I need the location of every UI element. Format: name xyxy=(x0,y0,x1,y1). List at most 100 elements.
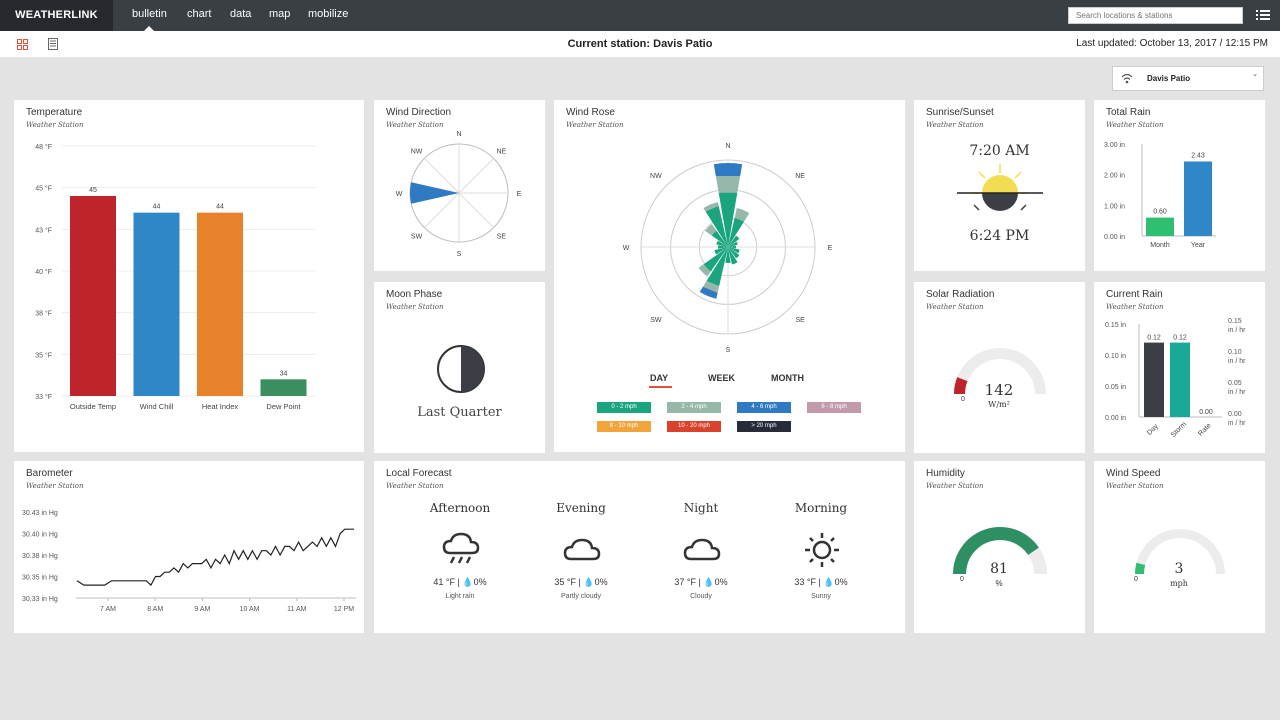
y-tick-label: 40 °F xyxy=(35,268,52,276)
rose-petal xyxy=(714,247,728,255)
cloud-icon xyxy=(563,538,601,561)
bar-value-label: 0.12 xyxy=(1147,335,1161,342)
search-input[interactable] xyxy=(1068,7,1243,24)
list-menu-icon[interactable] xyxy=(1256,9,1270,21)
bar-value-label: 45 xyxy=(89,187,97,194)
bar xyxy=(1170,342,1190,417)
forecast-period: Morning xyxy=(794,501,848,515)
forecast-evening: Evening 35 °F | 💧0% Partly cloudy xyxy=(526,501,636,600)
wind-speed-card: Wind Speed Weather Station 3 mph 0 xyxy=(1094,461,1265,633)
tab-month[interactable]: MONTH xyxy=(771,373,804,383)
bar-value-label: 34 xyxy=(280,370,288,377)
rose-petal xyxy=(711,230,728,247)
temperature-card: Temperature Weather Station 48 °F 45 °F 43… xyxy=(14,100,364,452)
x-tick-label: 7 AM xyxy=(100,606,116,613)
y-tick-label: 0.00 in xyxy=(1104,234,1125,241)
card-subtitle: Weather Station xyxy=(26,482,84,490)
x-category-label: Dew Point xyxy=(266,402,301,411)
card-subtitle: Weather Station xyxy=(386,303,444,311)
station-dropdown-label: Davis Patio xyxy=(1147,74,1191,83)
y2-unit-label: in / hr xyxy=(1228,327,1246,334)
nav-link-bulletin[interactable]: bulletin xyxy=(132,0,167,31)
compass-spoke xyxy=(458,157,495,194)
nav-link-data[interactable]: data xyxy=(230,8,252,20)
wind-speed-unit: mph xyxy=(1170,579,1188,588)
raindrop-icon: 💧 xyxy=(462,577,474,587)
forecast-night: Night 37 °F | 💧0% Cloudy xyxy=(646,501,756,600)
rose-petal xyxy=(702,280,720,293)
rose-petal xyxy=(728,241,738,247)
rose-petal xyxy=(728,247,738,265)
x-category-label: Year xyxy=(1191,242,1206,249)
rose-petal xyxy=(705,224,717,236)
legend-item: 0 - 2 mph xyxy=(597,402,651,413)
card-subtitle: Weather Station xyxy=(386,482,444,490)
forecast-precip: 0% xyxy=(473,577,487,587)
nav-link-map[interactable]: map xyxy=(269,8,291,20)
forecast-precip: 0% xyxy=(594,577,608,587)
sunrise-sunset-card: Sunrise/Sunset Weather Station 7:20 AM 6… xyxy=(914,100,1085,271)
wind-direction-card: Wind Direction Weather Station N NE E SE S SW… xyxy=(374,100,545,271)
total-rain-card: Total Rain Weather Station 3.00 in 2.00 i… xyxy=(1094,100,1265,271)
nav-link-chart[interactable]: chart xyxy=(187,8,212,20)
x-category-label: Storm xyxy=(1170,421,1188,439)
tab-day[interactable]: DAY xyxy=(650,373,669,383)
bar xyxy=(197,212,243,396)
brand-logo[interactable]: WEATHERLINK xyxy=(0,0,113,31)
sunrise-time: 7:20 AM xyxy=(969,143,1030,159)
forecast-condition: Partly cloudy xyxy=(560,593,602,600)
rose-petal xyxy=(728,217,745,247)
pressure-line xyxy=(76,528,354,587)
wind-rose-chart: N NE E SE S SW W NW xyxy=(623,143,833,354)
rose-petal xyxy=(728,247,740,254)
card-title: Wind Rose xyxy=(566,107,615,118)
nav-link-mobilize[interactable]: mobilize xyxy=(308,8,349,20)
rose-petal xyxy=(728,247,740,259)
gauge-track xyxy=(1135,529,1225,574)
rose-direction-label: NW xyxy=(650,173,662,180)
document-view-icon[interactable] xyxy=(48,38,58,50)
bar xyxy=(1184,161,1212,236)
card-title: Moon Phase xyxy=(386,289,443,300)
card-subtitle: Weather Station xyxy=(566,121,624,129)
card-subtitle: Weather Station xyxy=(1106,303,1164,311)
card-subtitle: Weather Station xyxy=(1106,482,1164,490)
x-category-label: Heat Index xyxy=(202,402,239,411)
wind-rose-card: Wind Rose Weather Station N NE E SE S SW W NW D… xyxy=(554,100,905,452)
solar-unit: W/m² xyxy=(988,400,1010,409)
humidity-unit: % xyxy=(995,579,1003,588)
card-title: Temperature xyxy=(26,107,83,118)
bar xyxy=(260,379,307,396)
wind-direction-compass: N NE E SE S SW W NW xyxy=(396,131,522,258)
legend-item: 2 - 4 mph xyxy=(667,402,721,413)
raindrop-icon: 💧 xyxy=(703,577,715,587)
rose-petal xyxy=(715,175,741,193)
compass-label: NW xyxy=(411,149,423,156)
y-tick-label: 30.43 in Hg xyxy=(22,510,58,517)
x-category-label: Outside Temp xyxy=(70,402,116,411)
compass-spoke xyxy=(423,192,460,229)
page-title: Current station: Davis Patio xyxy=(567,38,713,50)
station-dropdown[interactable]: Davis Patio ⌄ xyxy=(1112,66,1264,91)
current-rain-card: Current Rain Weather Station 0.15 in 0.15… xyxy=(1094,282,1265,453)
rose-petal xyxy=(703,247,728,272)
legend-item: 10 - 20 mph xyxy=(667,421,721,432)
rose-petal xyxy=(728,235,740,247)
humidity-value: 81 xyxy=(990,561,1008,577)
y-tick-label: 0.00 in xyxy=(1105,415,1126,422)
bar-value-label: 44 xyxy=(216,204,224,211)
tab-week[interactable]: WEEK xyxy=(708,373,735,383)
y-tick-label: 30.35 in Hg xyxy=(22,575,58,582)
bar xyxy=(1146,217,1174,236)
forecast-temp: 33 °F | xyxy=(794,577,824,587)
forecast-period: Afternoon xyxy=(429,501,491,515)
wind-speed-min-label: 0 xyxy=(1134,576,1138,583)
bar-value-label: 44 xyxy=(153,204,161,211)
gauge-track xyxy=(954,348,1046,394)
grid-view-icon[interactable] xyxy=(17,39,28,50)
compass-label: W xyxy=(396,191,403,198)
y-tick-label: 48 °F xyxy=(35,143,52,151)
cloud-icon xyxy=(683,538,721,561)
compass-label: E xyxy=(517,191,522,198)
card-title: Solar Radiation xyxy=(926,289,995,300)
